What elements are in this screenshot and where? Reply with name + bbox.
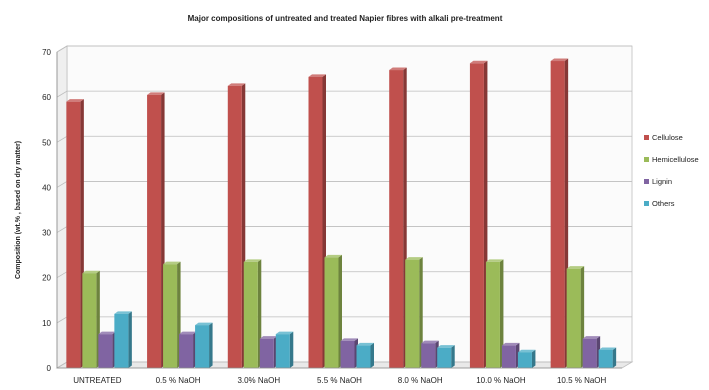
legend-item-hemicellulose: Hemicellulose xyxy=(644,155,699,164)
y-tick-label: 0 xyxy=(47,364,52,373)
x-tick-label: 0.5 % NaOH xyxy=(156,376,201,385)
bar-lignin-5 xyxy=(501,342,520,368)
bar-lignin-2 xyxy=(259,336,278,368)
y-tick-label: 10 xyxy=(42,319,51,328)
chart-title: Major compositions of untreated and trea… xyxy=(188,14,503,23)
x-tick-label: 10.5 % NaOH xyxy=(557,376,607,385)
x-tick-label: 3.0% NaOH xyxy=(237,376,280,385)
legend-item-others: Others xyxy=(644,199,675,208)
y-tick-label: 30 xyxy=(42,229,51,238)
bar-others-5 xyxy=(517,349,536,368)
bar-hemicellulose-2 xyxy=(243,259,262,368)
legend-label: Cellulose xyxy=(652,133,683,142)
y-axis-label: Composition (wt.% , based on dry matter) xyxy=(15,141,22,279)
bar-hemicellulose-1 xyxy=(163,261,181,368)
legend-label: Lignin xyxy=(652,177,672,186)
y-tick-label: 40 xyxy=(42,183,51,192)
y-tick-label: 50 xyxy=(42,138,51,147)
bar-others-6 xyxy=(598,347,617,368)
legend-label: Others xyxy=(652,199,675,208)
bar-others-0 xyxy=(114,311,132,368)
bar-others-4 xyxy=(437,345,455,368)
bar-lignin-0 xyxy=(98,331,116,368)
x-tick-label: 5.5 % NaOH xyxy=(317,376,362,385)
bar-hemicellulose-3 xyxy=(324,254,342,368)
bar-cellulose-4 xyxy=(389,67,407,369)
bar-lignin-4 xyxy=(421,340,439,368)
y-tick-label: 60 xyxy=(42,93,51,102)
bar-hemicellulose-6 xyxy=(566,266,585,368)
bar-cellulose-0 xyxy=(66,99,84,369)
bar-cellulose-3 xyxy=(308,74,326,368)
bar-lignin-1 xyxy=(179,331,197,368)
bar-hemicellulose-4 xyxy=(405,257,423,368)
y-tick-label: 70 xyxy=(42,48,51,57)
gridline xyxy=(56,45,632,53)
legend-swatch xyxy=(644,135,649,140)
legend: Cellulose Hemicellulose Lignin Others xyxy=(644,133,699,208)
plot-area: 0 10 20 30 40 50 60 70 UNTREATED 0.5 % NaOH 3.0% N… xyxy=(42,45,634,385)
bar-lignin-3 xyxy=(340,338,358,368)
bar-lignin-6 xyxy=(582,336,601,368)
bar-others-1 xyxy=(195,322,213,368)
bar-cellulose-5 xyxy=(469,60,488,369)
x-tick-label: UNTREATED xyxy=(73,376,122,385)
legend-swatch xyxy=(644,201,649,206)
bar-others-3 xyxy=(356,342,374,368)
legend-swatch xyxy=(644,179,649,184)
bar-cellulose-2 xyxy=(227,83,246,368)
bar-cellulose-1 xyxy=(147,92,165,368)
legend-label: Hemicellulose xyxy=(652,155,699,164)
x-tick-label: 10.0 % NaOH xyxy=(476,376,526,385)
bars xyxy=(66,58,617,369)
bar-others-2 xyxy=(275,331,294,368)
y-tick-label: 20 xyxy=(42,274,51,283)
bar-hemicellulose-5 xyxy=(485,259,504,368)
gridline xyxy=(56,90,632,98)
bar-hemicellulose-0 xyxy=(82,270,100,368)
bar-cellulose-6 xyxy=(550,58,569,369)
legend-item-lignin: Lignin xyxy=(644,177,672,186)
legend-item-cellulose: Cellulose xyxy=(644,133,683,142)
legend-swatch xyxy=(644,157,649,162)
x-tick-label: 8.0 % NaOH xyxy=(398,376,443,385)
